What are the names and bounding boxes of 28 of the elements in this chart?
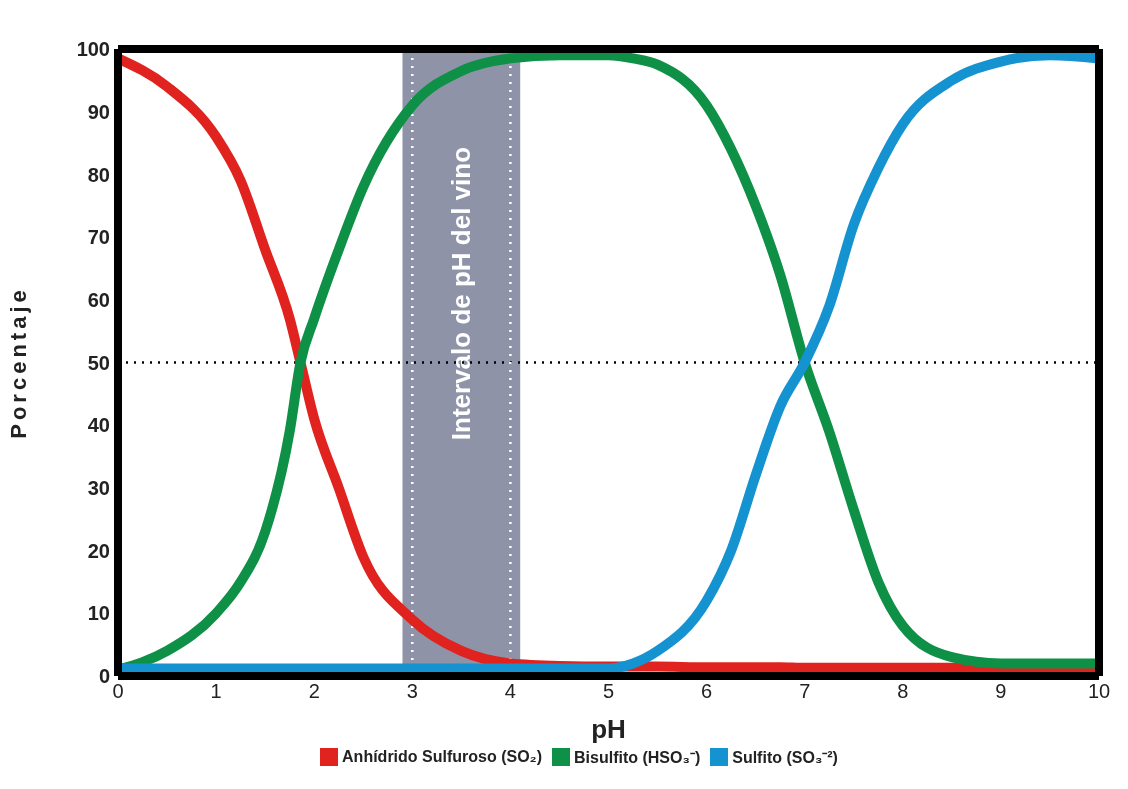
- x-tick-label: 9: [995, 680, 1007, 703]
- band-label: Intervalo de pH del vino: [446, 146, 477, 441]
- legend-label: Bisulfito (HSO₃⁻): [573, 748, 701, 768]
- x-tick-label: 10: [1087, 680, 1111, 703]
- y-axis-title: Porcentaje: [5, 286, 31, 439]
- x-tick-label: 0: [112, 680, 124, 703]
- x-tick-label: 8: [897, 680, 909, 703]
- y-tick-label: 10: [87, 602, 110, 625]
- x-tick-label: 1: [210, 680, 222, 703]
- x-tick-label: 4: [504, 680, 516, 703]
- y-tick-label: 90: [87, 100, 110, 123]
- x-tick-label: 3: [406, 680, 418, 703]
- y-tick-label: 50: [87, 351, 110, 374]
- x-tick-label: 6: [701, 680, 713, 703]
- x-axis-title: pH: [591, 714, 626, 744]
- y-tick-label: 0: [98, 665, 110, 688]
- legend-label: Sulfito (SO₃⁻²): [731, 748, 838, 768]
- y-tick-label: 70: [87, 226, 110, 249]
- y-tick-label: 20: [87, 539, 110, 562]
- legend-label: Anhídrido Sulfuroso (SO₂): [341, 747, 543, 767]
- x-tick-label: 2: [308, 680, 320, 703]
- x-tick-label: 5: [602, 680, 615, 703]
- x-tick-label: 7: [799, 680, 811, 703]
- y-tick-label: 100: [76, 38, 110, 61]
- y-tick-label: 40: [87, 414, 110, 437]
- y-tick-label: 80: [87, 163, 110, 186]
- y-tick-label: 30: [87, 477, 110, 499]
- y-tick-label: 60: [87, 288, 110, 311]
